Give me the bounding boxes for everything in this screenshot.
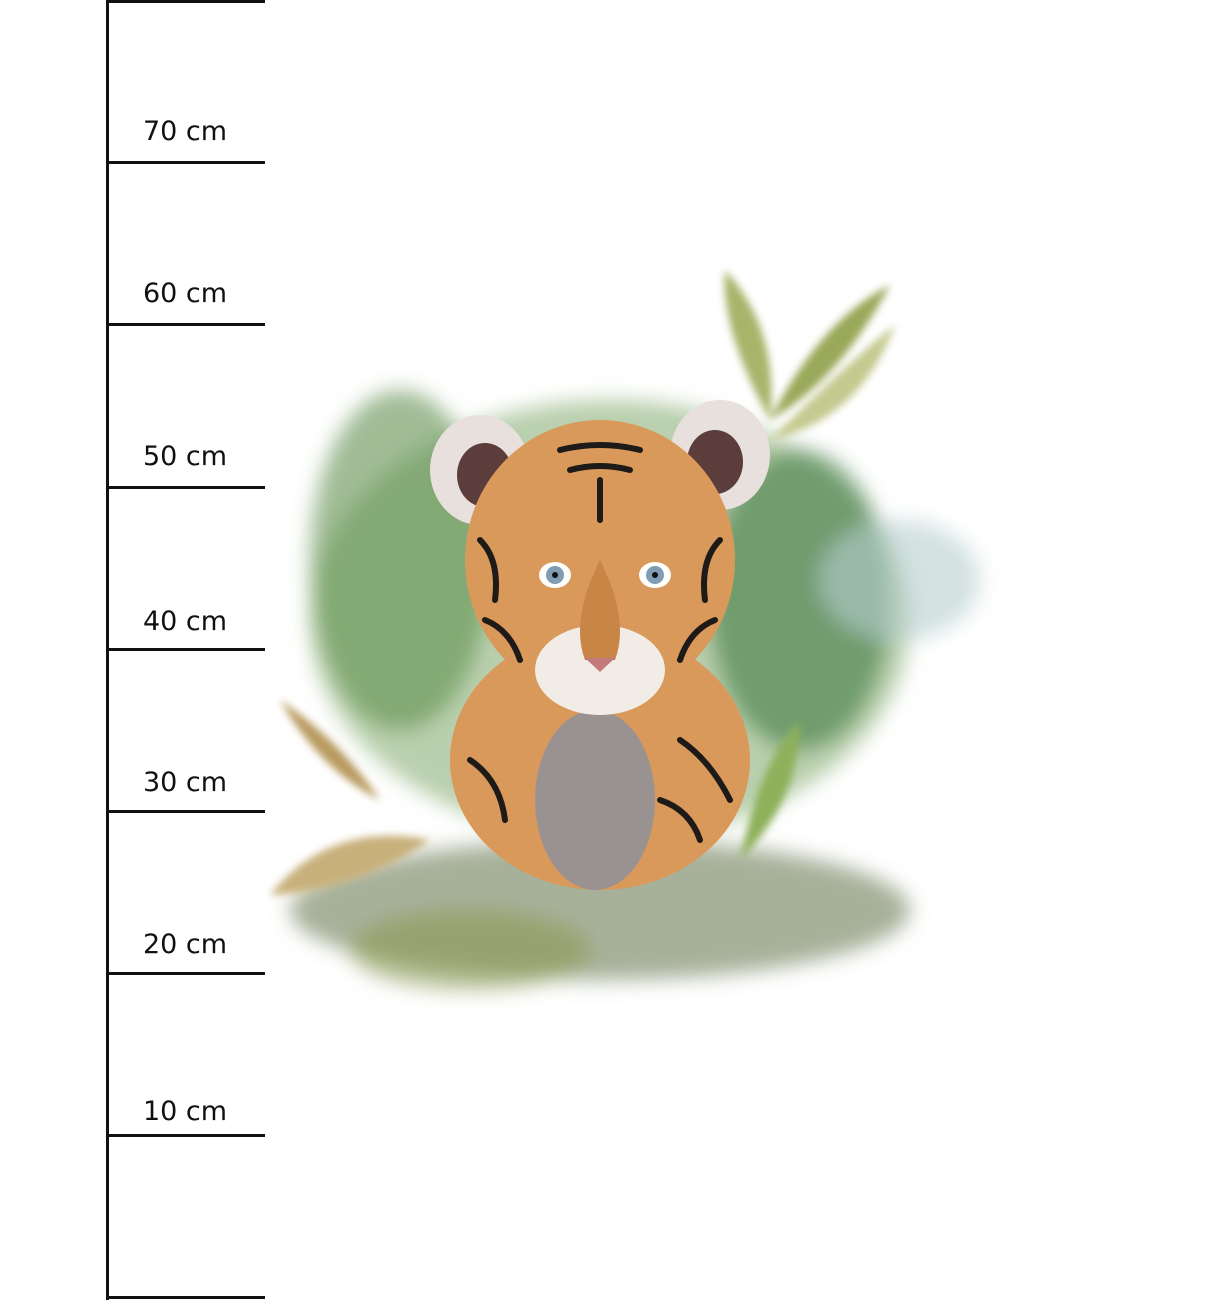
ruler-label: 20 cm	[142, 929, 228, 960]
ruler-tick	[106, 648, 265, 651]
ruler-tick	[106, 972, 265, 975]
ruler-label: 40 cm	[142, 606, 228, 637]
ruler-label: 70 cm	[142, 116, 228, 147]
ruler-tick	[106, 323, 265, 326]
ruler-label: 30 cm	[142, 767, 228, 798]
ruler-tick	[106, 0, 265, 3]
ruler-tick	[106, 1134, 265, 1137]
ruler-tick	[106, 810, 265, 813]
ruler-label: 10 cm	[142, 1096, 228, 1127]
ruler-label: 60 cm	[142, 278, 228, 309]
ruler-tick	[106, 1296, 265, 1299]
ruler-label: 50 cm	[142, 441, 228, 472]
ruler-tick	[106, 161, 265, 164]
tiger-illustration	[270, 270, 980, 990]
ruler-tick	[106, 486, 265, 489]
tiger-cub	[430, 400, 770, 890]
